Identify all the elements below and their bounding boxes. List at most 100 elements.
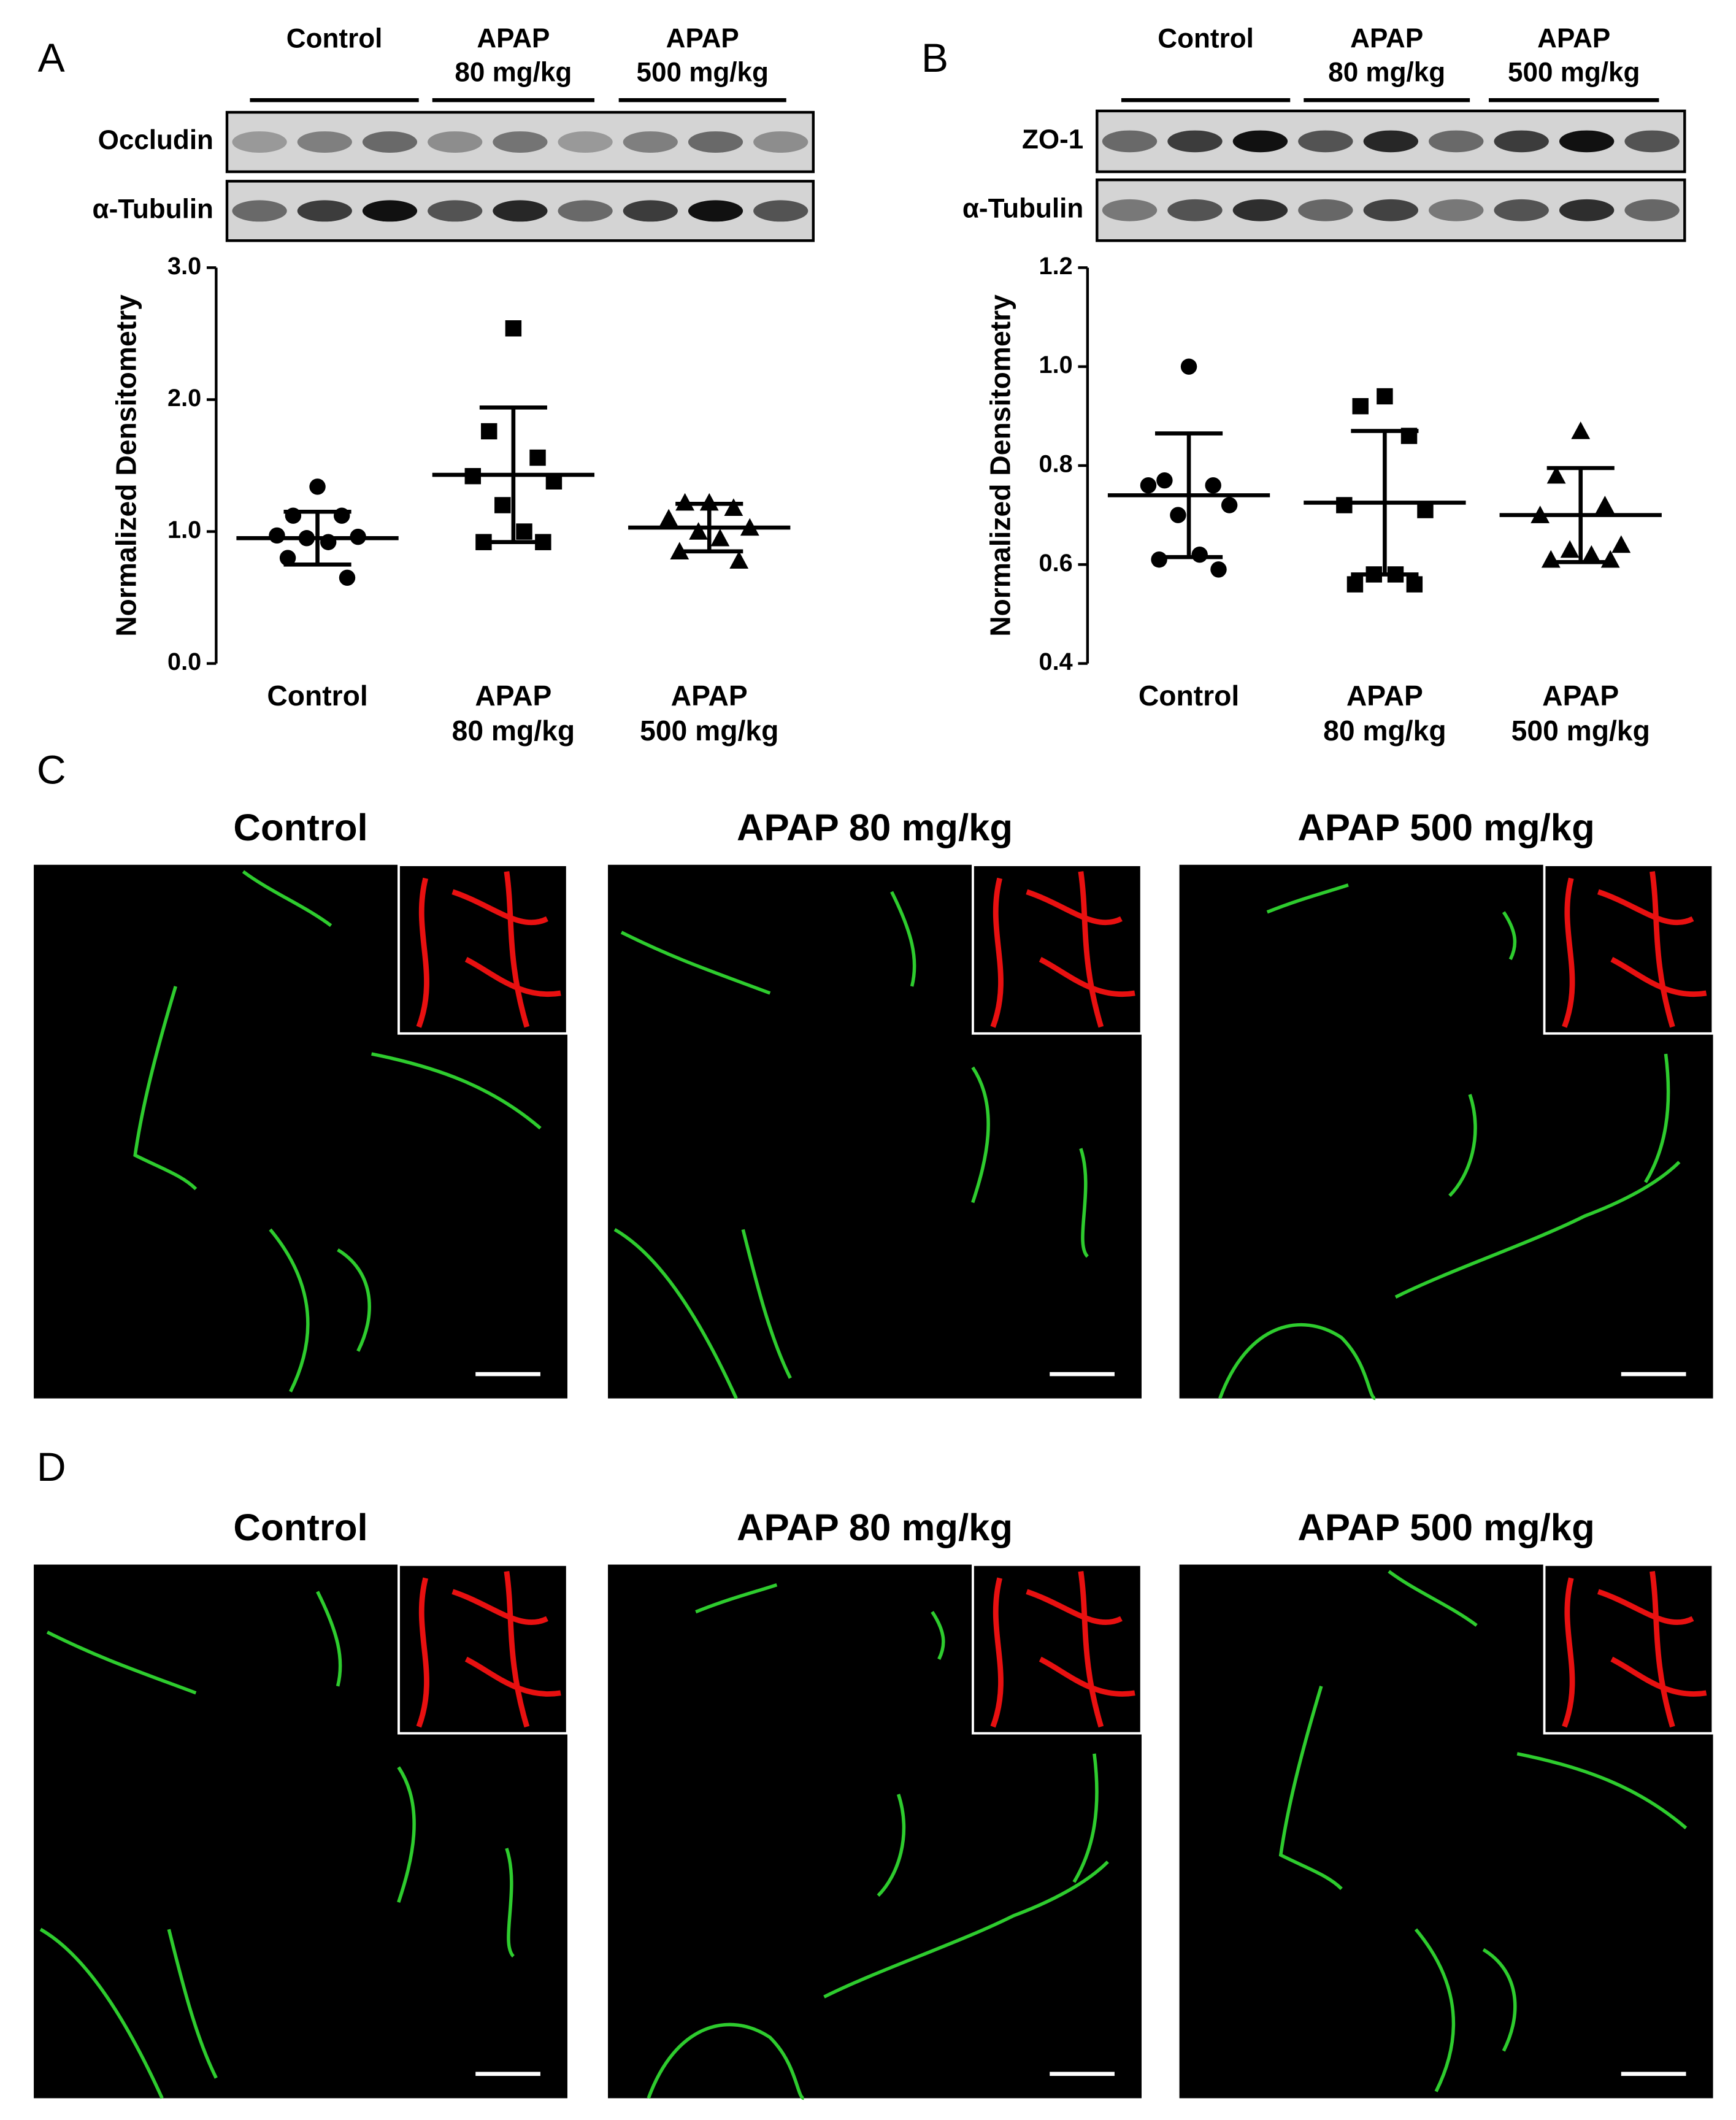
data-point (724, 498, 743, 517)
vessel (1502, 911, 1517, 961)
data-point (309, 478, 326, 495)
inset-vessel (1026, 889, 1123, 926)
blot-band (297, 200, 352, 222)
blot-band (1232, 199, 1288, 221)
blot-band (688, 131, 743, 153)
data-point (1210, 561, 1227, 578)
vessel (269, 1228, 371, 1392)
data-point (529, 449, 546, 466)
blot-band (493, 200, 548, 222)
panel-label: A (38, 36, 65, 81)
vessel (931, 1611, 945, 1660)
blot-band (1167, 199, 1223, 221)
x-tick-label: Control (1138, 681, 1240, 712)
x-tick-label: APAP 500 mg/kg (640, 681, 779, 748)
blot-band (1624, 130, 1680, 153)
inset-border (972, 1563, 1143, 1735)
vessel (167, 1929, 218, 2079)
inset-vessel (1650, 871, 1675, 1028)
data-point (481, 423, 497, 440)
data-point (1191, 546, 1208, 563)
blot-band (753, 200, 808, 222)
x-tick-label: APAP 500 mg/kg (1511, 681, 1650, 748)
blot-band (1363, 130, 1419, 153)
blot-band (753, 131, 808, 153)
y-axis-label: Normalized Densitometry (110, 294, 142, 637)
blot-band (1298, 199, 1353, 221)
x-tick-label: Control (267, 681, 368, 712)
blot-band (1429, 130, 1484, 153)
vessel (1516, 1752, 1688, 1830)
blot-band (428, 131, 483, 153)
blot-band (558, 131, 613, 153)
blot-row-label: α-Tubulin (962, 193, 1083, 223)
inset-border (1543, 864, 1715, 1035)
data-point (1346, 576, 1364, 593)
blot-group-label: APAP 80 mg/kg (455, 24, 572, 88)
data-point (494, 497, 511, 513)
y-tick-label: 0.4 (1039, 648, 1073, 675)
inset (1544, 1564, 1713, 1734)
data-point (339, 569, 356, 586)
data-point (1541, 550, 1561, 568)
blot-band (1298, 130, 1353, 153)
inset-vessel (1610, 956, 1707, 997)
vessel (1394, 1053, 1681, 1299)
blot-band (688, 200, 743, 222)
data-point (1180, 358, 1197, 375)
vessel (371, 1052, 542, 1130)
data-point (1352, 398, 1369, 415)
inset-vessel (1562, 1577, 1575, 1728)
data-point (710, 528, 730, 547)
vessel-stain (1218, 883, 1681, 1400)
vessel (823, 1753, 1109, 1999)
x-tick-label: APAP 80 mg/kg (451, 681, 575, 748)
image-title: Control (233, 1506, 368, 1549)
blot-band (623, 200, 678, 222)
inset-border (398, 1563, 569, 1735)
data-point (729, 551, 749, 569)
blot-band (1232, 130, 1288, 153)
vessel (1266, 883, 1349, 914)
blot-band (232, 200, 287, 222)
vessel-stain (133, 870, 542, 1392)
y-tick-label: 0.6 (1039, 550, 1073, 577)
vessel (1448, 1094, 1477, 1197)
vessel-stain (647, 1583, 1109, 2100)
inset (398, 1564, 567, 1734)
panel-label: B (921, 36, 948, 81)
inset-vessel (1039, 1656, 1135, 1697)
image-title: APAP 80 mg/kg (736, 1506, 1013, 1549)
x-tick-label: APAP 80 mg/kg (1323, 681, 1446, 748)
inset-vessel (1650, 1570, 1675, 1728)
inset-vessel (1039, 956, 1135, 997)
blot-band (1102, 130, 1158, 153)
blot-group-label: APAP 500 mg/kg (1507, 24, 1640, 88)
inset-vessel (451, 889, 548, 926)
vessel (890, 891, 916, 987)
y-tick-label: 1.0 (1039, 351, 1073, 378)
blot-band (1363, 199, 1419, 221)
y-tick-label: 3.0 (167, 253, 201, 280)
data-point (505, 320, 522, 337)
data-point (659, 509, 678, 527)
blot-group-label: APAP 80 mg/kg (1328, 24, 1446, 88)
vessel (46, 1630, 197, 1695)
vessel (877, 1794, 906, 1897)
blot-band (558, 200, 613, 222)
inset-vessel (451, 1589, 548, 1625)
data-point (1595, 496, 1615, 513)
image-title: APAP 80 mg/kg (736, 807, 1013, 849)
blot-row-label: Occludin (98, 125, 213, 155)
vessel-stain (613, 891, 1089, 1399)
inset-border (398, 864, 569, 1035)
blot-band (493, 131, 548, 153)
inset-vessel (990, 877, 1004, 1028)
blot-band (1559, 199, 1615, 221)
vessel (647, 2022, 805, 2100)
panel-label: D (37, 1445, 66, 1490)
blot-band (623, 131, 678, 153)
image-title: Control (233, 807, 368, 849)
inset-vessel (1026, 1589, 1123, 1625)
